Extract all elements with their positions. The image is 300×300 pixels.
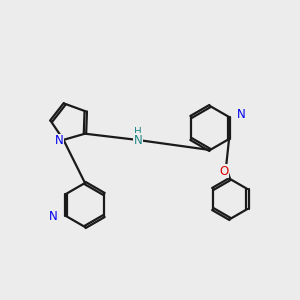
Text: N: N [49,209,57,223]
Text: N: N [55,134,64,147]
Text: O: O [219,164,229,178]
Text: N: N [237,109,245,122]
Text: N: N [134,134,142,146]
Text: H: H [134,127,142,137]
